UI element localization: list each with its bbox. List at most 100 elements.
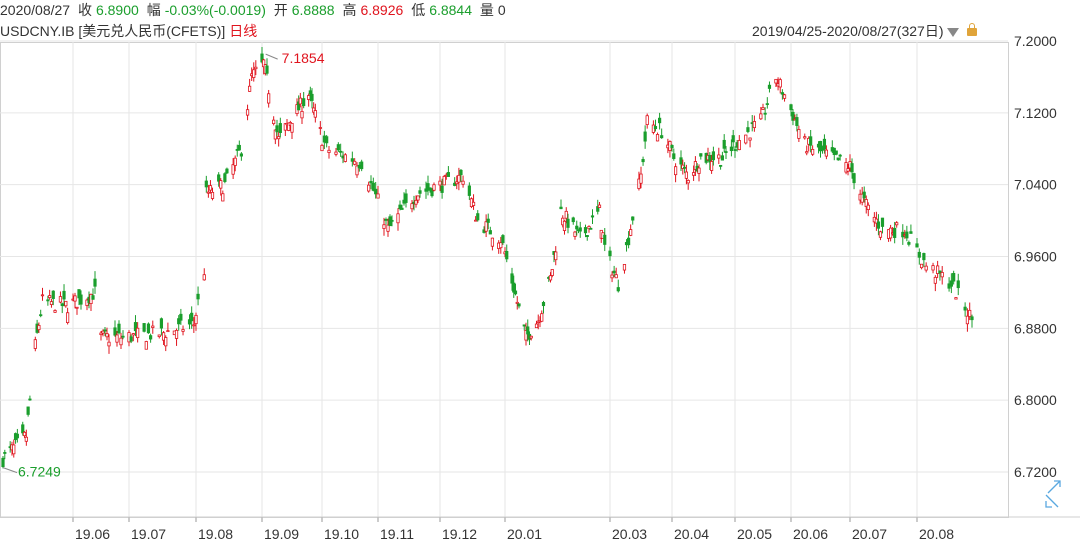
candle-body [248,85,252,92]
expand-arrows-icon[interactable] [1045,480,1061,508]
candle-body [133,322,138,332]
candle-body [24,436,28,442]
candle-body [963,306,967,311]
candle-body [302,98,306,107]
candle-body [526,326,530,335]
candle-body [233,157,237,166]
candle-body [729,146,734,152]
candle-body [174,329,179,339]
candle-body [355,165,359,176]
candle-body [217,174,221,182]
candle-body [838,154,842,157]
candle-body [529,335,533,339]
candle-body [686,180,690,184]
candle-body [679,157,683,165]
candle-body [522,324,526,327]
candle-body [278,123,282,133]
lock-icon[interactable] [967,23,978,37]
candle-body [774,78,778,84]
candle-body [486,218,490,223]
candle-body [382,224,386,229]
candle-body [310,93,314,101]
candle-body [711,151,716,161]
candle-body [187,319,192,325]
candle-body [367,184,371,192]
candle-body [107,341,111,347]
candle-body [66,312,70,323]
open-label: 开 [273,2,288,18]
low-label: 低 [411,2,426,18]
candle-body [26,406,30,415]
candle-body [237,144,241,151]
candle-body [223,173,227,182]
candle-body [836,157,840,161]
candle-body [524,330,528,341]
candle-body [113,327,117,336]
candle-body [763,112,767,115]
candle-body [905,231,909,239]
candle-body [119,337,123,346]
open-value: 6.8888 [291,2,335,18]
candle-body [733,149,737,151]
candle-body [371,182,375,191]
candle-body [350,158,354,162]
candle-body [805,151,809,154]
candle-body [893,227,897,238]
candle-body [672,153,676,159]
candle-body [803,136,807,139]
y-tick-label: 6.9600 [1014,249,1057,265]
candle-body [748,137,752,141]
candle-body [719,164,723,167]
candle-body [48,295,52,299]
candle-body [809,136,813,146]
volume-value: 0 [497,2,506,18]
candle-body [746,127,750,132]
candle-body [933,276,937,284]
candle-body [157,334,161,338]
candle-body [3,452,7,454]
volume-label: 量 [479,2,494,18]
candle-body [674,166,678,176]
candle-body [453,182,457,186]
candle-body [627,237,631,246]
candle-body [51,290,55,299]
candle-body [369,180,373,184]
x-tick-label: 19.07 [131,526,166,542]
candle-body [548,275,553,281]
candle-body [260,53,264,63]
change-value: -0.03%(-0.0019) [164,2,266,18]
candle-body [166,330,170,333]
candle-body [93,278,97,287]
candle-body [681,164,685,169]
candle-body [717,154,721,159]
high-annotation-arrow [265,53,278,60]
candle-body [637,178,641,189]
candle-body [968,309,972,317]
candle-body [722,139,726,149]
candle-body [290,122,294,133]
candle-body [430,188,434,197]
date-range-selector[interactable]: 2019/04/25-2020/08/27(327日) [752,21,978,41]
candle-body [631,216,635,221]
candle-body [254,66,258,70]
candle-body [353,160,357,165]
instrument-name: USDCNY.IB [美元兑人民币(CFETS)] [0,23,226,39]
candle-body [765,103,769,106]
candle-body [179,313,183,321]
candle-body [699,153,703,157]
chart-subheader: USDCNY.IB [美元兑人民币(CFETS)] 日线 2019/04/25-… [0,21,1080,41]
candle-body [221,193,225,202]
candle-body [442,176,446,186]
triangle-down-icon[interactable] [947,27,960,37]
candle-body [940,272,944,278]
candle-body [432,184,436,191]
candle-body [639,173,643,184]
close-value: 6.8900 [95,2,139,18]
y-tick-label: 6.7200 [1014,464,1057,480]
candle-body [37,324,41,331]
candle-body [459,169,463,176]
period-label[interactable]: 日线 [229,23,258,39]
y-tick-label: 7.1200 [1014,105,1057,121]
candle-body [79,294,83,305]
